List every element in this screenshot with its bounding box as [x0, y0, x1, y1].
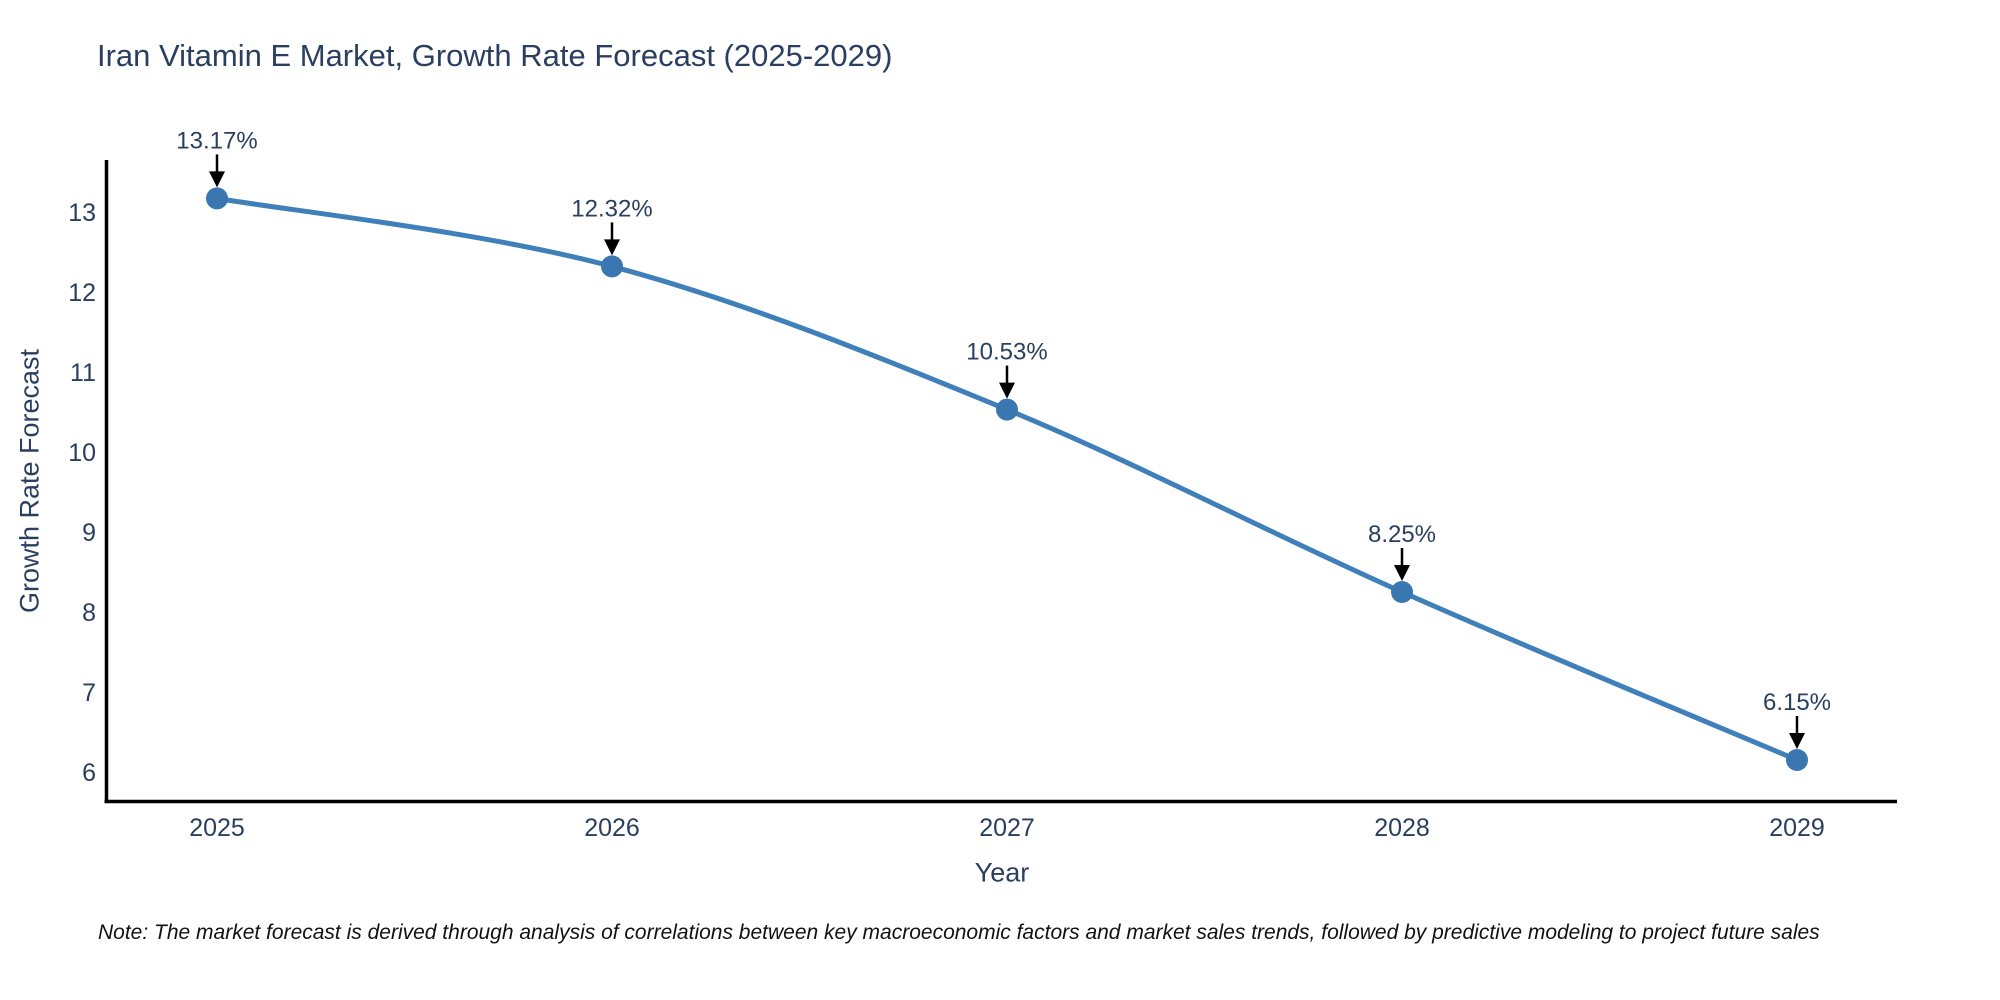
forecast-line: [216, 195, 1798, 763]
y-axis-title: Growth Rate Forecast: [14, 348, 45, 614]
y-tick-label: 7: [82, 679, 96, 707]
data-point-label: 12.32%: [571, 195, 652, 222]
data-point-marker: [1786, 749, 1808, 771]
y-tick-label: 10: [68, 439, 96, 467]
x-tick-label: 2028: [1374, 814, 1430, 842]
x-tick-label: 2026: [584, 814, 640, 842]
x-axis-title: Year: [974, 857, 1030, 888]
y-tick-label: 12: [68, 279, 96, 307]
data-point-label: 13.17%: [176, 127, 257, 154]
x-tick-label: 2025: [189, 814, 245, 842]
data-point-marker: [1391, 581, 1413, 603]
y-tick-label: 6: [82, 759, 96, 787]
x-tick-label: 2029: [1769, 814, 1825, 842]
y-tick-label: 11: [70, 359, 96, 387]
x-tick-label: 2027: [979, 814, 1035, 842]
y-tick-label: 9: [82, 519, 96, 547]
y-tick-label: 13: [68, 199, 96, 227]
data-point-marker: [996, 398, 1018, 421]
footnote-text: Note: The market forecast is derived thr…: [98, 921, 1820, 944]
annotation-arrow-head: [209, 171, 225, 188]
data-point-label: 6.15%: [1763, 689, 1831, 716]
y-tick-label: 8: [82, 599, 96, 627]
data-point-label: 10.53%: [966, 339, 1047, 366]
data-point-marker: [601, 255, 623, 278]
data-point-label: 8.25%: [1368, 521, 1436, 548]
annotation-arrow-head: [1789, 733, 1805, 749]
annotation-arrow-head: [1394, 565, 1410, 581]
chart-title: Iran Vitamin E Market, Growth Rate Forec…: [97, 38, 893, 73]
data-point-marker: [206, 187, 228, 210]
annotation-arrow-head: [604, 239, 620, 256]
annotation-arrow-head: [999, 382, 1015, 399]
